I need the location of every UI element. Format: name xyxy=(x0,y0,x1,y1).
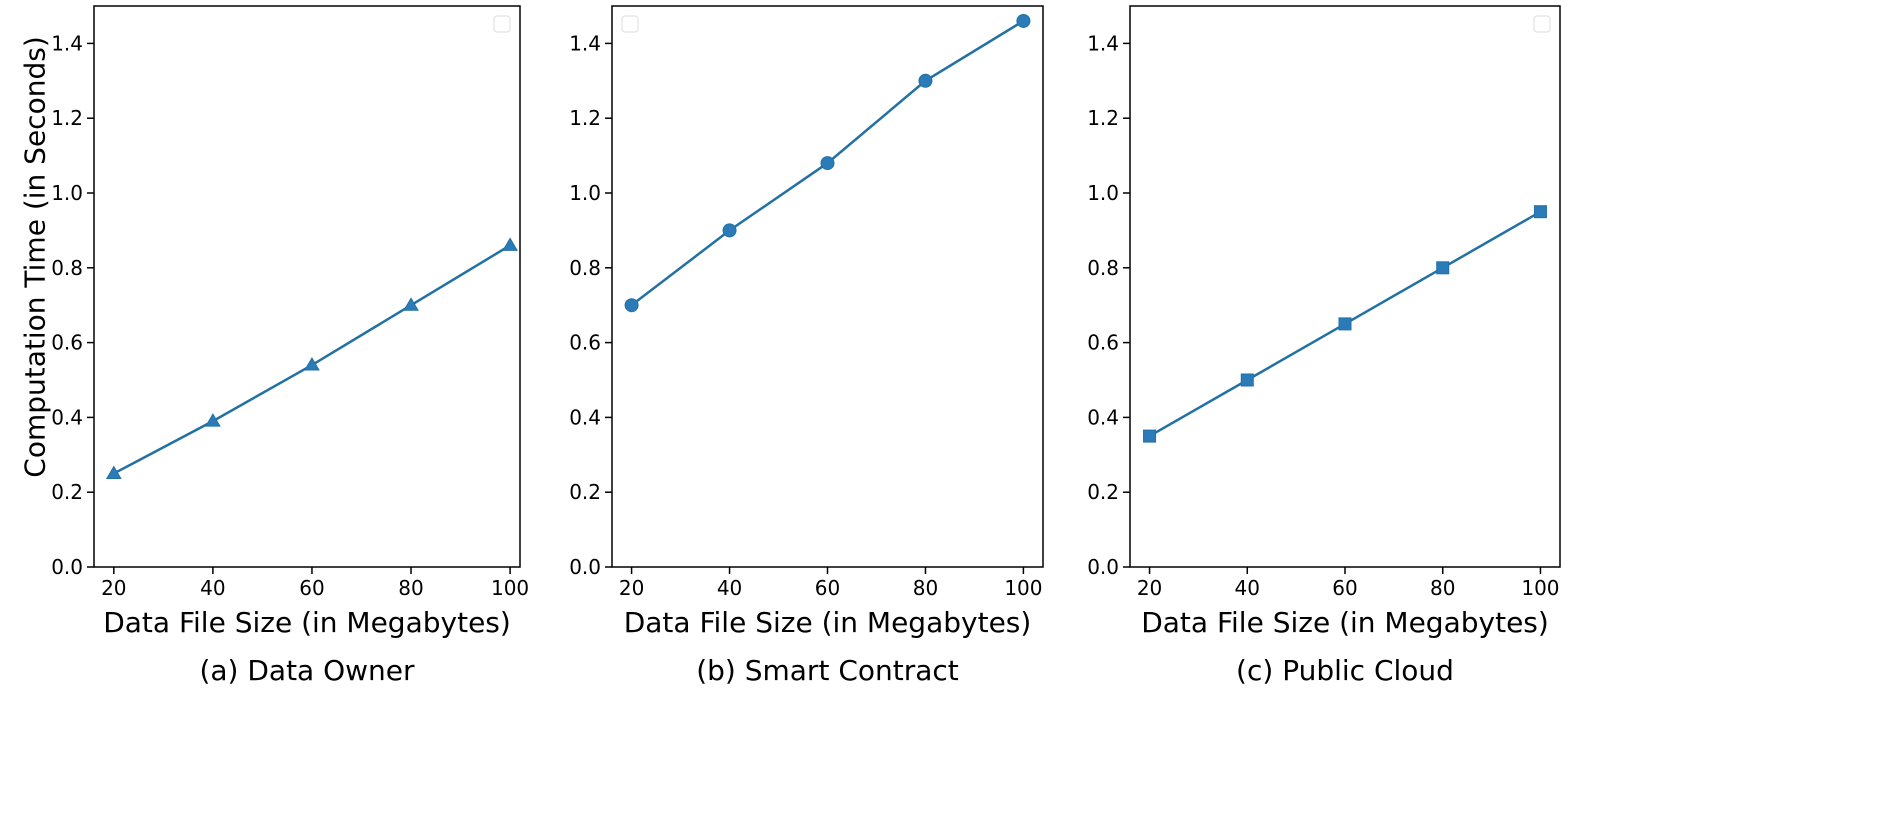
data-point xyxy=(820,156,835,171)
x-tick-label: 20 xyxy=(619,576,644,600)
y-tick-label: 1.2 xyxy=(51,106,83,130)
panel-public-cloud: 0.0 0.2 0.4 0.6 0.8 1.0 1.2 1.4 20 40 60 80 100 Data … xyxy=(1087,5,1561,687)
data-point xyxy=(1533,205,1547,219)
data-point xyxy=(1016,13,1031,28)
x-tick-label: 20 xyxy=(101,576,126,600)
y-tick-label: 0.8 xyxy=(1087,256,1119,280)
data-point xyxy=(205,413,221,427)
y-tick-label: 1.2 xyxy=(569,106,601,130)
y-tick-label: 0.4 xyxy=(1087,405,1119,429)
x-tick-label: 40 xyxy=(200,576,225,600)
panel-caption: (c) Public Cloud xyxy=(1236,654,1454,687)
y-tick-label: 0.2 xyxy=(51,480,83,504)
y-tick-label: 0.0 xyxy=(569,555,601,579)
data-point xyxy=(1436,261,1450,275)
data-point xyxy=(1240,373,1254,387)
y-tick-label: 1.4 xyxy=(569,31,601,55)
y-tick-label: 0.0 xyxy=(51,555,83,579)
data-point xyxy=(1338,317,1352,331)
data-point xyxy=(502,237,518,251)
panel-caption: (b) Smart Contract xyxy=(696,654,959,687)
y-tick-label: 1.4 xyxy=(51,31,83,55)
panel-data-owner: 0.0 0.2 0.4 0.6 0.8 1.0 1.2 1.4 20 40 60 80 100 Data … xyxy=(51,5,529,687)
x-axis-label: Data File Size (in Megabytes) xyxy=(103,606,511,639)
y-tick-label: 1.2 xyxy=(1087,106,1119,130)
y-axis-label: Computation Time (in Seconds) xyxy=(19,36,52,477)
legend-box xyxy=(493,15,511,33)
x-tick-label: 60 xyxy=(815,576,840,600)
x-tick-label: 100 xyxy=(1521,576,1559,600)
y-tick-label: 1.0 xyxy=(569,181,601,205)
x-tick-label: 100 xyxy=(1004,576,1042,600)
y-tick-label: 0.2 xyxy=(1087,480,1119,504)
y-tick-label: 1.0 xyxy=(51,181,83,205)
y-tick-label: 0.2 xyxy=(569,480,601,504)
y-tick-label: 0.6 xyxy=(1087,331,1119,355)
panel-caption: (a) Data Owner xyxy=(199,654,415,687)
plot-frame-data-owner xyxy=(93,5,521,568)
data-point xyxy=(403,297,419,311)
data-point xyxy=(1143,429,1157,443)
x-tick-label: 40 xyxy=(1235,576,1260,600)
plot-frame-public-cloud xyxy=(1129,5,1561,568)
y-tick-label: 0.4 xyxy=(569,405,601,429)
y-tick-label: 0.6 xyxy=(569,331,601,355)
y-tick-label: 1.4 xyxy=(1087,31,1119,55)
x-axis-label: Data File Size (in Megabytes) xyxy=(624,606,1032,639)
x-tick-label: 100 xyxy=(491,576,529,600)
y-tick-label: 0.4 xyxy=(51,405,83,429)
x-tick-label: 80 xyxy=(1430,576,1455,600)
y-tick-label: 0.8 xyxy=(569,256,601,280)
data-point xyxy=(304,357,320,371)
legend-box xyxy=(1533,15,1551,33)
data-point xyxy=(918,73,933,88)
y-tick-label: 1.0 xyxy=(1087,181,1119,205)
y-tick-label: 0.0 xyxy=(1087,555,1119,579)
x-tick-label: 80 xyxy=(398,576,423,600)
panel-smart-contract: 0.0 0.2 0.4 0.6 0.8 1.0 1.2 1.4 20 40 60 80 100 Data … xyxy=(569,5,1044,687)
y-tick-label: 0.6 xyxy=(51,331,83,355)
data-point xyxy=(624,298,639,313)
x-tick-label: 80 xyxy=(913,576,938,600)
y-tick-label: 0.8 xyxy=(51,256,83,280)
x-tick-label: 40 xyxy=(717,576,742,600)
data-point xyxy=(105,465,122,479)
x-tick-label: 20 xyxy=(1137,576,1162,600)
x-tick-label: 60 xyxy=(299,576,324,600)
plot-frame-smart-contract xyxy=(611,5,1044,568)
x-tick-label: 60 xyxy=(1332,576,1357,600)
data-point xyxy=(722,223,737,238)
x-axis-label: Data File Size (in Megabytes) xyxy=(1141,606,1549,639)
legend-box xyxy=(621,15,639,33)
